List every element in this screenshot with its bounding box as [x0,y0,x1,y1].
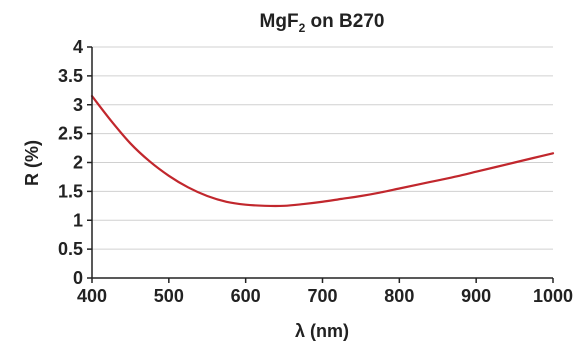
x-tick-label: 500 [154,286,184,306]
x-tick-label: 700 [307,286,337,306]
grid-lines [87,46,554,283]
y-tick-label: 2 [73,153,83,173]
chart-title-suffix: on B270 [305,11,384,32]
y-tick-labels: 0 0.5 1 1.5 2 2.5 3 3.5 4 [58,37,83,288]
y-tick-label: 4 [73,37,83,57]
y-tick-label: 1 [73,210,83,230]
y-tick-label: 3 [73,95,83,115]
x-tick-label: 800 [384,286,414,306]
y-tick-label: 0.5 [58,239,83,259]
x-tick-label: 400 [77,286,107,306]
x-tick-label: 600 [231,286,261,306]
y-tick-label: 0 [73,268,83,288]
x-tick-labels: 400 500 600 700 800 900 1000 [77,286,573,306]
chart-title-subscript: 2 [299,21,306,35]
y-tick-label: 3.5 [58,66,83,86]
y-tick-label: 1.5 [58,181,83,201]
y-axis-title: R (%) [22,140,42,186]
chart-title-prefix: MgF [260,11,299,32]
x-tick-label: 1000 [533,286,573,306]
chart-title: MgF2 on B270 [260,11,385,35]
series-line [90,94,555,208]
x-axis-title: λ (nm) [295,321,349,341]
x-tick-label: 900 [461,286,491,306]
y-tick-label: 2.5 [58,124,83,144]
